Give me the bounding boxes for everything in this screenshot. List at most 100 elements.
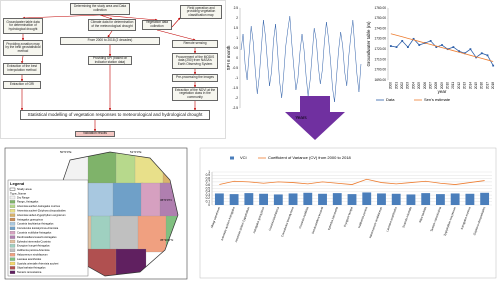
y-tick-label: -1.5 xyxy=(233,86,239,90)
y-tick-label: -0.5 xyxy=(233,66,239,70)
flow-node: Extraction of GRI xyxy=(3,81,41,89)
node-label: Statistical modelling of vegetation resp… xyxy=(20,110,210,120)
node-label: Validation results xyxy=(75,131,115,137)
legend-label: Eryngium bungei-Astragalus xyxy=(17,244,50,248)
x-axis-label: Years xyxy=(295,115,307,120)
legend-label: Astragalus gossypinus xyxy=(17,217,44,221)
legend-swatch xyxy=(9,200,16,204)
x-tick-label: Eryngium bungei xyxy=(343,206,354,227)
series-line xyxy=(219,178,485,185)
point xyxy=(492,64,495,67)
x-tick-label: Stipa barbata xyxy=(418,206,428,223)
y-tick-label: 1710.00 xyxy=(374,57,386,61)
legend-label: Study area xyxy=(17,187,32,191)
y-tick-label: 1700.00 xyxy=(374,68,386,72)
x-tick-label: 2000 xyxy=(389,82,393,89)
flow-node: Providing SPI (based on indicator statio… xyxy=(88,56,132,65)
x-tick-label: 2006 xyxy=(423,82,427,89)
bar xyxy=(273,194,283,205)
flow-node: Remote sensing xyxy=(172,40,218,48)
flow-node: Determining the study area and Data coll… xyxy=(70,3,130,15)
map-region xyxy=(87,152,119,187)
flow-node: Climate data for determination of the me… xyxy=(88,19,136,31)
series-line xyxy=(390,33,494,62)
legend-swatch xyxy=(9,195,16,200)
x-axis-label: year xyxy=(438,89,447,94)
legend-label: Halocnemum strobilaceum xyxy=(17,252,48,256)
legend-label: Convolvulus leiocalycinus-Artemisia xyxy=(17,226,59,230)
node-label: From 2000 to 2018 (2 decades) xyxy=(60,37,160,45)
x-tick-label: Cousinia multiloba xyxy=(298,206,310,229)
node-label: Vegetation data collection xyxy=(142,20,172,30)
bar xyxy=(406,194,416,205)
bar xyxy=(303,192,313,205)
legend-swatch xyxy=(9,217,16,222)
map-region xyxy=(137,215,169,253)
legend-swatch xyxy=(9,253,16,257)
y-tick-label: 0 xyxy=(208,203,210,207)
legend-swatch xyxy=(9,213,16,217)
vci-frame xyxy=(199,147,497,279)
legend-swatch xyxy=(9,270,16,274)
point xyxy=(389,45,392,47)
y-tick-label: 0.9 xyxy=(206,173,211,177)
legend-label: Data xyxy=(386,97,395,102)
point xyxy=(486,54,489,57)
legend-swatch xyxy=(9,244,16,248)
point xyxy=(429,40,432,42)
node-label: Extraction of GRI xyxy=(3,81,41,89)
legend-swatch xyxy=(9,222,16,226)
node-label: Field operation and providing vegetation… xyxy=(180,5,222,19)
legend-label: VCI xyxy=(240,155,247,160)
x-tick-label: Hulthemia persica xyxy=(357,206,369,229)
y-tick-label: -2 xyxy=(235,96,238,100)
x-tick-label: Scariola orientalis xyxy=(401,206,413,229)
bar xyxy=(436,194,445,205)
series-line xyxy=(390,38,494,66)
process-arrow xyxy=(285,96,345,140)
point xyxy=(406,46,409,48)
node-label: Remote sensing xyxy=(172,40,218,48)
y-tick-label: 0.8 xyxy=(206,176,211,180)
x-tick-label: 2013 xyxy=(463,82,467,89)
y-axis-label: Groundwater table (m) xyxy=(366,21,371,67)
point xyxy=(475,56,478,59)
legend-label: Coefficient of Variance (CV) from 2000 t… xyxy=(268,155,352,160)
y-tick-label: -2.5 xyxy=(233,106,239,110)
point xyxy=(401,40,404,42)
flow-node: Validation results xyxy=(75,131,115,137)
y-tick-label: 1750.00 xyxy=(374,16,386,20)
x-tick-label: 2015 xyxy=(474,82,478,89)
flow-node: Extraction of the best interpolation met… xyxy=(3,63,41,75)
x-tick-label: 2004 xyxy=(411,82,415,89)
y-tick-label: 2 xyxy=(236,16,238,20)
x-tick-label: 2017 xyxy=(485,82,489,89)
legend-label: Dry Range xyxy=(17,195,30,199)
y-tick-label: 1.5 xyxy=(234,26,239,30)
bar xyxy=(229,194,239,205)
y-tick-label: 0.5 xyxy=(234,46,239,50)
point xyxy=(395,46,398,48)
legend-swatch xyxy=(9,226,16,230)
map-region xyxy=(112,182,144,220)
legend-label: Hulthemia persica-Artemisia xyxy=(17,248,50,252)
legend-label: Range_Astragalus xyxy=(17,200,39,204)
legend-label: Cousinia multiloba-Astragalus xyxy=(17,230,52,234)
x-tick-label: 2002 xyxy=(400,82,404,89)
flow-node: Providing zonation map by the best geost… xyxy=(3,40,43,56)
x-tick-label: 2012 xyxy=(457,82,461,89)
bar xyxy=(377,193,386,205)
point xyxy=(452,46,455,48)
point xyxy=(458,50,460,53)
x-tick-label: 2007 xyxy=(428,82,432,89)
lon-label: 50°0'0"E xyxy=(60,150,72,154)
y-tick-label: 0 xyxy=(236,56,238,60)
legend-title: Legend xyxy=(10,181,25,186)
legend-swatch xyxy=(9,261,16,266)
legend-label: Ephedra intermedia-Cousinia xyxy=(17,239,51,243)
y-tick-label: 0.2 xyxy=(206,196,211,200)
x-tick-label: 2005 xyxy=(417,82,421,89)
y-tick-label: 0.4 xyxy=(206,190,211,194)
